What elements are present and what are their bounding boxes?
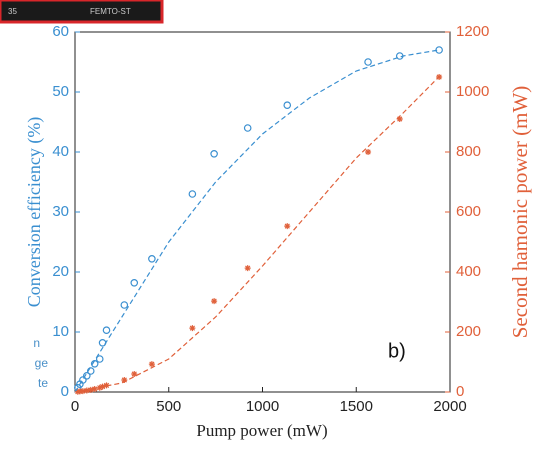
data-point: [396, 116, 403, 122]
y-tick-label: 0: [61, 383, 69, 400]
y2-tick-label: 200: [456, 323, 481, 340]
y-tick-label: 10: [52, 323, 69, 340]
data-point: [283, 101, 292, 110]
y2-tick-label: 0: [456, 383, 464, 400]
data-point: [83, 387, 90, 394]
x-tick-label: 500: [156, 398, 181, 415]
inset-text: FEMTO-ST: [90, 7, 131, 16]
y-tick-label: 20: [52, 263, 69, 280]
y2-tick-label: 600: [456, 203, 481, 220]
y-tick-label: 40: [52, 143, 69, 160]
data-point: [90, 359, 99, 368]
x-tick-label: 0: [71, 398, 79, 415]
inset-text: 35: [8, 7, 17, 16]
side-text: n: [33, 336, 40, 350]
fit-line: [74, 49, 439, 393]
data-point: [79, 376, 87, 384]
data-point: [188, 190, 197, 198]
x-tick-label: 2000: [433, 398, 466, 415]
y-axis-label: Conversion efficiency (%): [24, 117, 45, 308]
y2-tick-label: 1200: [456, 23, 489, 40]
fit-line: [74, 76, 440, 393]
y-tick-label: 60: [52, 23, 69, 40]
data-point: [131, 371, 138, 377]
data-point: [120, 301, 129, 309]
data-point: [189, 325, 196, 332]
annotation: b): [388, 340, 406, 362]
data-point: [243, 124, 252, 132]
data-point: [436, 74, 443, 80]
side-text: ge: [35, 356, 49, 370]
y2-axis-label: Second hamonic power (mW): [508, 86, 532, 339]
side-text: te: [38, 376, 48, 390]
data-point: [95, 355, 104, 363]
x-tick-label: 1500: [340, 398, 373, 415]
inset-image: [0, 0, 164, 24]
data-point: [210, 150, 218, 158]
data-point: [79, 388, 86, 395]
y-tick-label: 30: [52, 203, 69, 220]
y2-tick-label: 1000: [456, 83, 489, 100]
data-point: [148, 254, 156, 263]
x-tick-label: 1000: [246, 398, 279, 415]
data-point: [365, 149, 372, 155]
x-axis-label: Pump power (mW): [196, 421, 327, 440]
data-point: [91, 386, 98, 392]
data-point: [211, 298, 218, 305]
data-point: [148, 361, 155, 368]
data-point: [102, 326, 111, 335]
data-point: [87, 386, 94, 393]
data-point: [244, 265, 251, 272]
y2-tick-label: 400: [456, 263, 481, 280]
data-point: [284, 223, 291, 230]
y2-tick-label: 800: [456, 143, 481, 160]
data-point: [121, 377, 128, 383]
data-point: [130, 278, 139, 287]
data-point: [98, 338, 107, 347]
data-point: [364, 58, 372, 66]
y-tick-label: 50: [52, 83, 69, 100]
data-point: [83, 371, 91, 380]
plot-frame: [74, 31, 451, 393]
